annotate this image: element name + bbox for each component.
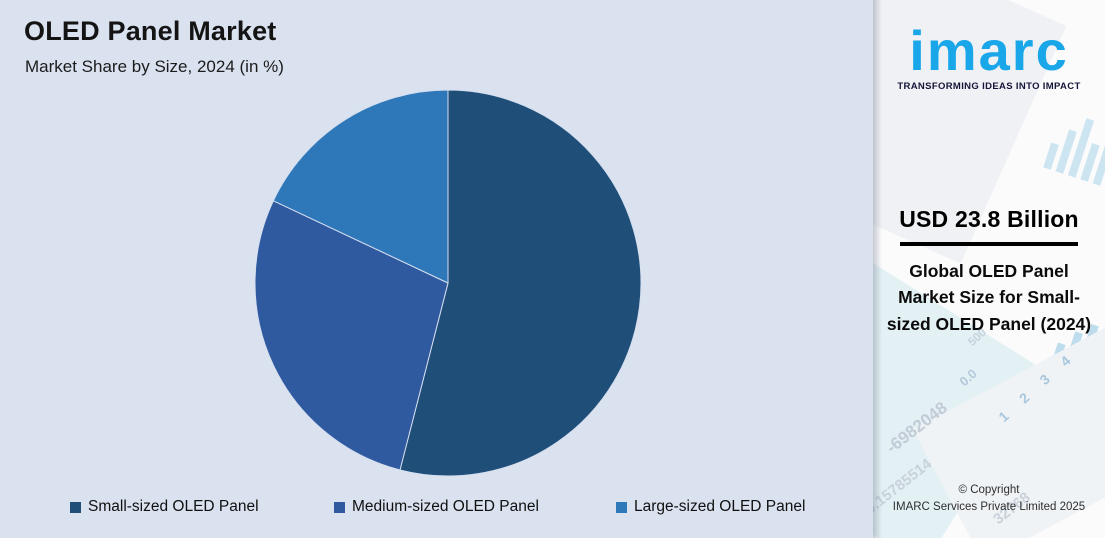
imarc-logo-text: imarc (909, 19, 1069, 82)
chart-legend: Small-sized OLED Panel Medium-sized OLED… (0, 496, 873, 520)
stat-divider (900, 242, 1078, 246)
legend-label-large: Large-sized OLED Panel (634, 498, 806, 515)
stat-block: USD 23.8 Billion Global OLED Panel Marke… (873, 206, 1105, 337)
imarc-logo: imarc TRANSFORMING IDEAS INTO IMPACT (873, 19, 1105, 93)
legend-item-small: Small-sized OLED Panel (70, 496, 259, 518)
stat-value: USD 23.8 Billion (899, 206, 1079, 232)
legend-label-small: Small-sized OLED Panel (88, 498, 259, 515)
legend-marker-small (70, 501, 81, 513)
legend-item-large: Large-sized OLED Panel (616, 496, 805, 518)
pie-slice-medium-sized-oled-panel (254, 200, 449, 471)
brand-panel: 1 2 3 4 0.0 500 -6982048 0.15785514 3276… (873, 0, 1105, 538)
copyright: © Copyright IMARC Services Private Limit… (873, 482, 1105, 515)
page-title: OLED Panel Market (24, 16, 277, 46)
legend-label-medium: Medium-sized OLED Panel (352, 498, 539, 515)
chart-area: OLED Panel Market Market Share by Size, … (0, 0, 873, 538)
legend-item-medium: Medium-sized OLED Panel (334, 496, 539, 518)
pie-chart (254, 89, 642, 477)
legend-marker-medium (334, 501, 345, 513)
legend-marker-large (616, 501, 627, 513)
copyright-line1: © Copyright (958, 484, 1020, 496)
stat-description: Global OLED Panel Market Size for Small-… (886, 261, 1092, 334)
pie-chart-svg (254, 89, 642, 477)
brand-panel-content: imarc TRANSFORMING IDEAS INTO IMPACT USD… (873, 0, 1105, 538)
imarc-tagline: TRANSFORMING IDEAS INTO IMPACT (897, 81, 1081, 93)
pie-slice-small-sized-oled-panel (399, 89, 642, 477)
page-subtitle: Market Share by Size, 2024 (in %) (25, 57, 284, 76)
pie-slice-large-sized-oled-panel (272, 89, 449, 284)
copyright-line2: IMARC Services Private Limited 2025 (892, 500, 1086, 513)
